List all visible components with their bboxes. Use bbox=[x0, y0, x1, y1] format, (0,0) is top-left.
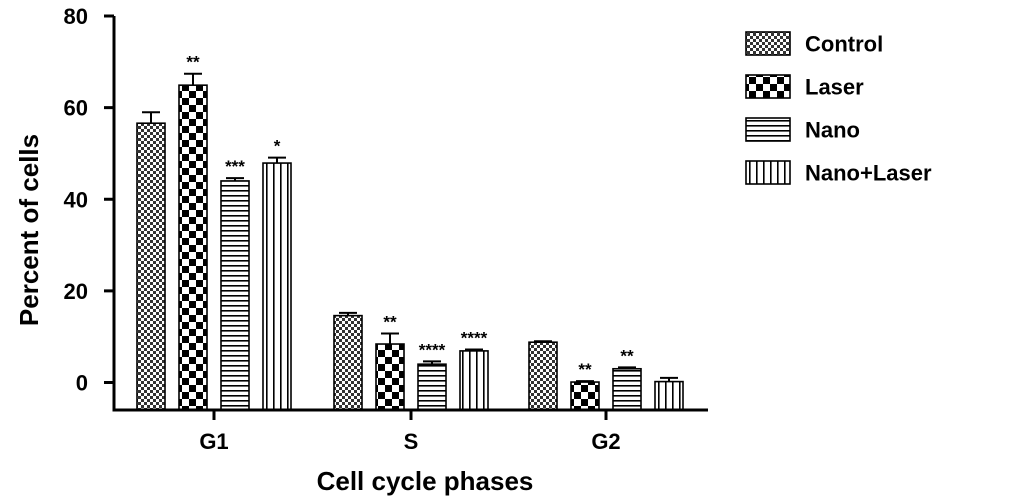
legend-swatch bbox=[745, 160, 791, 185]
bar-nano-g1 bbox=[220, 180, 250, 411]
x-tick-label: S bbox=[404, 429, 419, 454]
bar-control-g2 bbox=[528, 341, 558, 411]
legend-swatch bbox=[745, 117, 791, 142]
legend-label: Control bbox=[805, 32, 883, 57]
y-tick-label: 80 bbox=[64, 4, 88, 29]
legend-swatch bbox=[745, 74, 791, 99]
bar-control-g1 bbox=[136, 122, 166, 411]
y-tick-label: 40 bbox=[64, 187, 88, 212]
significance-label: * bbox=[274, 137, 281, 156]
bar-nano-s bbox=[417, 363, 447, 411]
x-tick-label: G1 bbox=[199, 429, 228, 454]
significance-label: **** bbox=[461, 329, 488, 348]
y-tick-label: 60 bbox=[64, 96, 88, 121]
significance-label: ** bbox=[578, 360, 592, 379]
bar-control-s bbox=[333, 314, 363, 411]
legend-label: Laser bbox=[805, 75, 864, 100]
y-tick-label: 0 bbox=[76, 371, 88, 396]
bar-nano-laser-g2 bbox=[654, 380, 684, 411]
bar-nano-g2 bbox=[612, 367, 642, 411]
bars-layer: ******************** bbox=[136, 53, 684, 411]
bar-laser-g1 bbox=[178, 84, 208, 411]
significance-label: **** bbox=[419, 340, 446, 359]
legend-swatch bbox=[745, 31, 791, 56]
bar-nano-laser-s bbox=[459, 350, 489, 411]
legend-label: Nano bbox=[805, 118, 860, 143]
significance-label: ** bbox=[620, 346, 634, 365]
y-axis-title: Percent of cells bbox=[14, 134, 44, 326]
legend-label: Nano+Laser bbox=[805, 161, 932, 186]
x-tick-label: G2 bbox=[591, 429, 620, 454]
axes: 80 60 40 20 0 G1 S G2 bbox=[64, 4, 708, 454]
y-tick-label: 20 bbox=[64, 279, 88, 304]
bar-laser-g2 bbox=[570, 381, 600, 411]
significance-label: *** bbox=[225, 157, 245, 176]
significance-label: ** bbox=[383, 312, 397, 331]
bar-laser-s bbox=[375, 343, 405, 411]
significance-label: ** bbox=[186, 53, 200, 72]
bar-nano-laser-g1 bbox=[262, 162, 292, 411]
legend: Control Laser Nano Nano+Laser bbox=[745, 31, 932, 186]
x-axis-title: Cell cycle phases bbox=[317, 466, 534, 496]
